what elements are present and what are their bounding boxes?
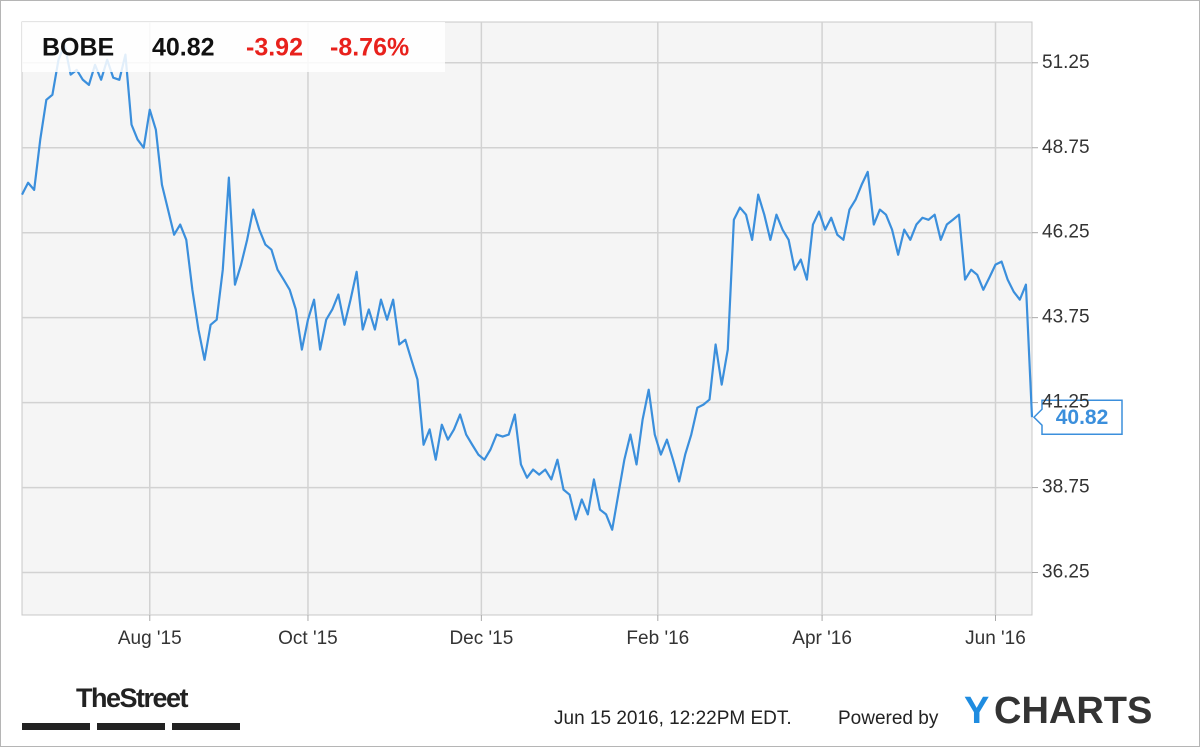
y-tick-label: 48.75 xyxy=(1042,137,1090,158)
y-tick-label: 51.25 xyxy=(1042,52,1090,73)
change: -3.92 xyxy=(246,34,303,62)
last-price-label: 40.82 xyxy=(1056,406,1109,429)
logo-bar xyxy=(97,723,165,730)
x-tick-label: Feb '16 xyxy=(626,628,689,649)
callout-box xyxy=(1032,399,1123,435)
logo-bar xyxy=(22,723,90,730)
x-tick-label: Apr '16 xyxy=(792,628,852,649)
price-line xyxy=(21,43,1034,531)
y-tick-label: 43.75 xyxy=(1042,307,1090,328)
brand-logo: TheStreet xyxy=(76,683,189,713)
logo-bar xyxy=(172,723,240,730)
last-price-callout: 40.82 xyxy=(1032,399,1123,435)
ticker: BOBE xyxy=(42,34,114,62)
y-tick-label: 41.25 xyxy=(1042,392,1090,413)
header-box xyxy=(22,22,445,72)
logo-mark: Y xyxy=(964,690,989,732)
x-tick-label: Oct '15 xyxy=(278,628,338,649)
logo-text: CHARTS xyxy=(994,690,1152,732)
x-tick-label: Jun '16 xyxy=(965,628,1026,649)
timestamp: Jun 15 2016, 12:22PM EDT. xyxy=(554,708,792,729)
y-tick-label: 38.75 xyxy=(1042,477,1090,498)
price: 40.82 xyxy=(152,34,215,62)
y-tick-label: 36.25 xyxy=(1042,562,1090,583)
plot-area xyxy=(21,21,1033,616)
x-tick-label: Dec '15 xyxy=(449,628,513,649)
y-tick-label: 46.25 xyxy=(1042,222,1090,243)
powered-by: Powered by xyxy=(838,708,939,729)
series xyxy=(21,43,1034,531)
x-tick-label: Aug '15 xyxy=(118,628,182,649)
change-pct: -8.76% xyxy=(330,34,409,62)
